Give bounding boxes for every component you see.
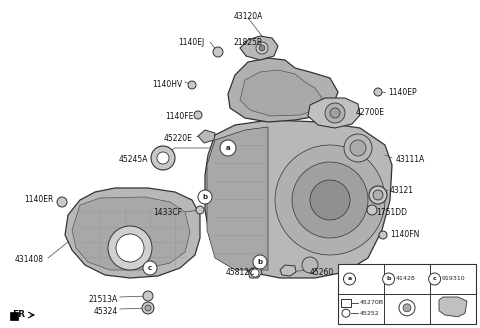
Polygon shape — [72, 197, 190, 270]
Circle shape — [302, 257, 318, 273]
Circle shape — [369, 186, 387, 204]
Text: 45260: 45260 — [310, 268, 334, 277]
Polygon shape — [308, 98, 360, 128]
Circle shape — [116, 234, 144, 262]
Polygon shape — [439, 297, 467, 317]
Circle shape — [157, 152, 169, 164]
Text: 43120A: 43120A — [233, 12, 263, 21]
Circle shape — [108, 226, 152, 270]
Text: 1751DD: 1751DD — [376, 208, 407, 217]
Text: 45812C: 45812C — [226, 268, 255, 277]
Circle shape — [429, 273, 441, 285]
Text: 45324: 45324 — [94, 307, 118, 316]
Text: 431408: 431408 — [15, 255, 44, 264]
Circle shape — [194, 111, 202, 119]
Circle shape — [399, 300, 415, 316]
Text: 21825B: 21825B — [233, 38, 263, 47]
Bar — [10, 312, 18, 320]
Circle shape — [143, 261, 157, 275]
Bar — [341, 299, 351, 307]
Circle shape — [292, 162, 368, 238]
Circle shape — [57, 197, 67, 207]
Text: 43111A: 43111A — [396, 155, 425, 164]
Text: 45245A: 45245A — [119, 155, 148, 164]
Circle shape — [344, 134, 372, 162]
Polygon shape — [65, 188, 200, 278]
Text: 1140EP: 1140EP — [388, 88, 417, 97]
Circle shape — [310, 180, 350, 220]
Circle shape — [275, 145, 385, 255]
Circle shape — [374, 88, 382, 96]
Text: 42700E: 42700E — [356, 108, 385, 117]
Text: FR: FR — [12, 310, 25, 319]
Circle shape — [373, 190, 383, 200]
Circle shape — [379, 231, 387, 239]
Polygon shape — [228, 58, 338, 122]
Circle shape — [142, 302, 154, 314]
Polygon shape — [240, 36, 278, 60]
Text: a: a — [226, 145, 230, 151]
Text: b: b — [257, 259, 263, 265]
Circle shape — [196, 206, 204, 214]
Text: 1140ER: 1140ER — [24, 195, 54, 204]
Text: c: c — [148, 265, 152, 271]
Circle shape — [145, 305, 151, 311]
Polygon shape — [240, 70, 322, 116]
Circle shape — [383, 273, 395, 285]
Circle shape — [259, 45, 265, 51]
Polygon shape — [207, 127, 268, 270]
Circle shape — [325, 103, 345, 123]
Text: 21513A: 21513A — [89, 295, 118, 304]
Text: 1433CF: 1433CF — [153, 208, 182, 217]
Text: 43121: 43121 — [390, 186, 414, 195]
Text: 41428: 41428 — [396, 277, 415, 281]
Circle shape — [151, 146, 175, 170]
Bar — [338, 264, 476, 324]
Circle shape — [403, 304, 411, 312]
Text: c: c — [433, 277, 436, 281]
Text: 45220E: 45220E — [163, 134, 192, 143]
Circle shape — [213, 47, 223, 57]
Text: a: a — [348, 277, 351, 281]
Circle shape — [256, 42, 268, 54]
Circle shape — [367, 205, 377, 215]
Circle shape — [253, 255, 267, 269]
Polygon shape — [248, 268, 262, 278]
Text: 45252: 45252 — [360, 311, 380, 316]
Circle shape — [342, 309, 350, 317]
Circle shape — [198, 190, 212, 204]
Circle shape — [344, 273, 356, 285]
Text: b: b — [386, 277, 391, 281]
Circle shape — [350, 140, 366, 156]
Circle shape — [188, 81, 196, 89]
Circle shape — [143, 291, 153, 301]
Polygon shape — [198, 130, 215, 143]
Text: b: b — [203, 194, 207, 200]
Text: 919310: 919310 — [442, 277, 465, 281]
Text: 1140HV: 1140HV — [152, 80, 182, 89]
Text: 1140FN: 1140FN — [390, 230, 420, 239]
Text: 1140FE: 1140FE — [166, 112, 194, 121]
Polygon shape — [205, 120, 392, 278]
Circle shape — [330, 108, 340, 118]
Circle shape — [251, 269, 259, 277]
Text: 45270B: 45270B — [360, 300, 384, 305]
Text: 1140EJ: 1140EJ — [178, 38, 204, 47]
Polygon shape — [280, 265, 296, 276]
Circle shape — [220, 140, 236, 156]
